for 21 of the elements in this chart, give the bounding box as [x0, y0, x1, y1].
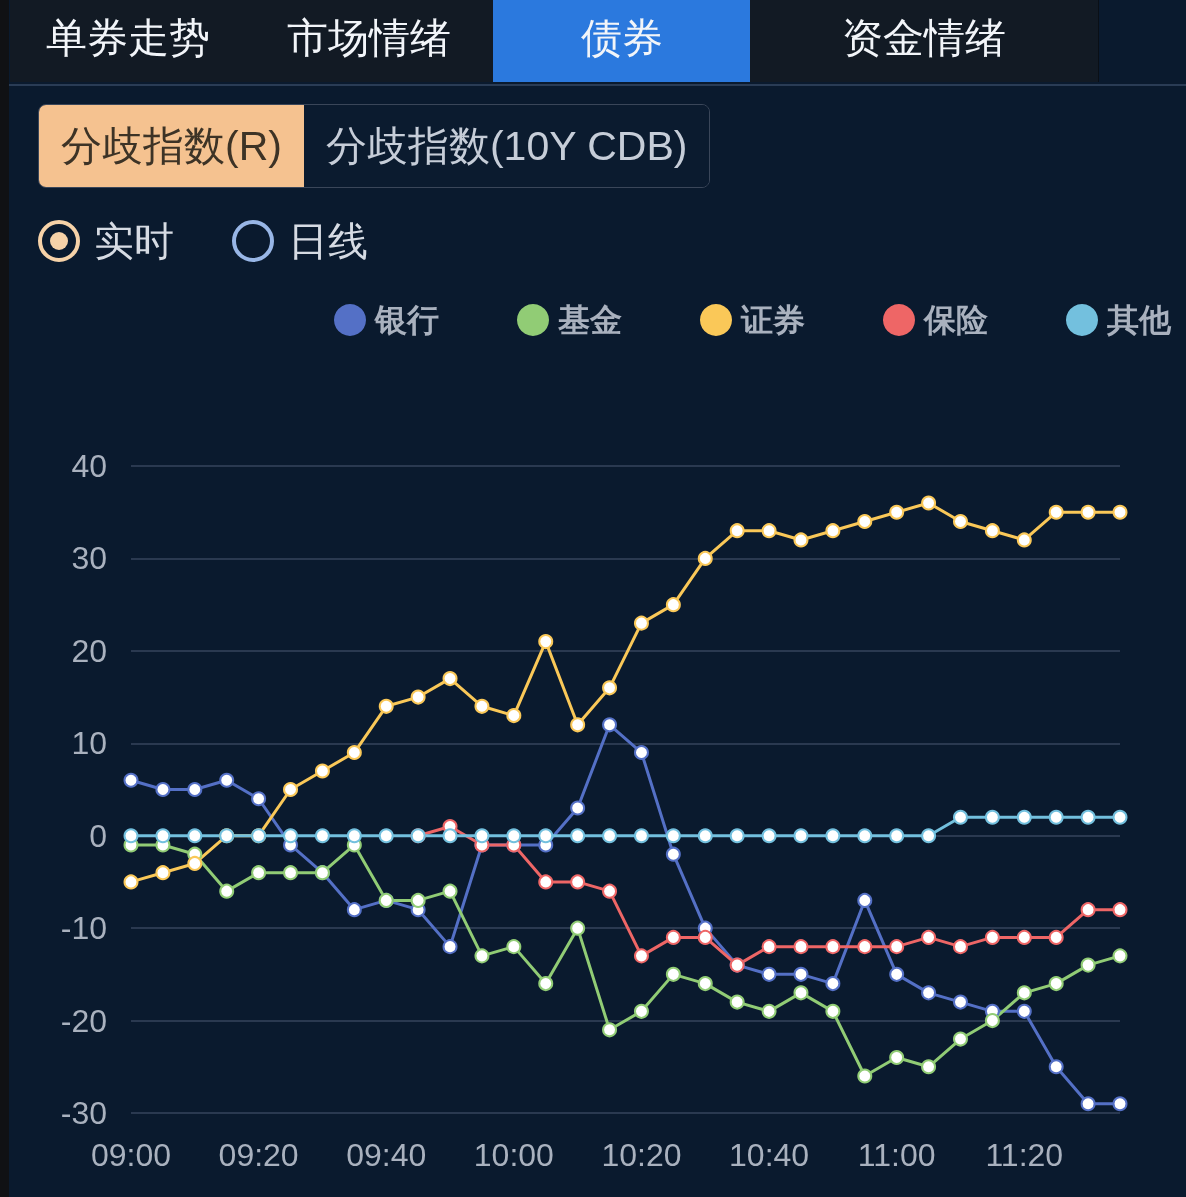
x-tick-label: 10:00: [473, 1137, 554, 1173]
y-tick-label: 10: [71, 725, 107, 762]
y-tick-label: 40: [71, 448, 107, 484]
y-tick-label: -30: [60, 1095, 107, 1131]
x-tick-label: 09:20: [218, 1137, 299, 1173]
legend-label: 保险: [923, 302, 988, 338]
x-tick-label: 10:40: [729, 1137, 810, 1173]
x-tick-label: 11:00: [857, 1137, 936, 1173]
legend-label: 银行: [373, 302, 439, 338]
y-tick-label: 0: [89, 817, 107, 854]
legend-label: 其他: [1106, 302, 1172, 338]
y-tick-label: 30: [71, 540, 107, 577]
x-tick-label: 09:40: [346, 1137, 427, 1173]
y-tick-label: -10: [60, 910, 107, 947]
legend-label: 基金: [557, 302, 622, 338]
x-tick-label: 10:20: [601, 1137, 682, 1173]
x-tick-label: 09:00: [90, 1137, 172, 1173]
y-tick-label: -20: [60, 1002, 107, 1039]
legend-label: 证券: [740, 302, 805, 338]
x-tick-label: 11:20: [985, 1137, 1064, 1173]
y-tick-label: 20: [71, 632, 107, 669]
